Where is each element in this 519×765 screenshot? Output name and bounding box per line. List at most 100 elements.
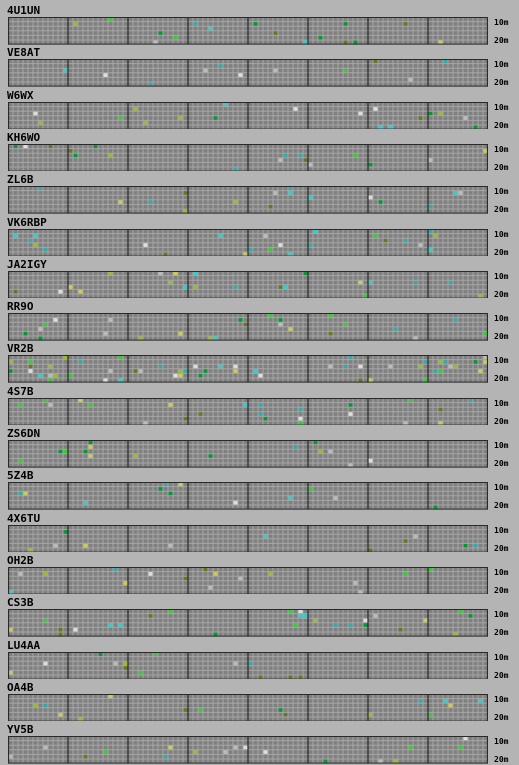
heard-cell (33, 242, 38, 247)
heard-cell (303, 157, 308, 163)
reception-grid[interactable] (8, 270, 488, 299)
grid-border (8, 313, 488, 341)
reception-grid[interactable] (8, 482, 488, 510)
heard-cell (18, 491, 23, 497)
station-row: 5Z4B 10m 20m (0, 469, 519, 511)
reception-grid[interactable] (8, 693, 488, 722)
station-callsign: W6WX (7, 88, 34, 102)
station-callsign: 4U1UN (7, 4, 41, 17)
heard-cell (293, 622, 298, 628)
reception-grid[interactable] (8, 736, 488, 764)
heard-cell (428, 157, 433, 163)
heard-cell (28, 369, 33, 374)
heard-cell (33, 110, 38, 116)
reception-grid[interactable] (8, 524, 488, 553)
station-row: 4U1UN 10m 20m (0, 4, 519, 46)
reception-grid[interactable] (8, 59, 488, 87)
heard-cell (133, 106, 138, 111)
heard-cell (343, 364, 348, 370)
heard-cell (478, 698, 483, 703)
heard-cell (473, 542, 478, 548)
heard-cell (108, 17, 113, 22)
heard-cell (313, 228, 318, 234)
heard-cell (198, 707, 203, 713)
heard-cell (263, 749, 268, 755)
heard-cell (23, 491, 28, 497)
reception-grid[interactable] (8, 651, 488, 680)
station-row: VK6RBP 10m 20m (0, 216, 519, 258)
heard-cell (178, 482, 183, 487)
heard-cell (38, 373, 43, 379)
band-label-20m: 20m (494, 459, 509, 468)
heard-cell (58, 289, 63, 294)
heard-cell (343, 322, 348, 327)
reception-grid[interactable] (8, 355, 488, 383)
heard-cell (173, 373, 178, 379)
reception-grid[interactable] (8, 609, 488, 637)
heard-cell (8, 369, 13, 374)
heard-cell (183, 209, 188, 214)
reception-grid[interactable] (8, 566, 488, 595)
heard-cell (378, 199, 383, 205)
heard-cell (413, 533, 418, 539)
heard-cell (288, 190, 293, 196)
grid-border (8, 143, 488, 172)
heard-cell (53, 373, 58, 379)
heard-cell (158, 270, 163, 276)
heard-cell (183, 416, 188, 421)
band-label-20m: 20m (494, 628, 509, 638)
heard-cell (268, 246, 273, 252)
heard-cell (323, 759, 328, 764)
heard-cell (343, 40, 348, 45)
reception-grid[interactable] (8, 440, 488, 468)
band-label-10m: 10m (494, 102, 509, 112)
station-callsign: RR9O (7, 300, 34, 314)
grid-svg (8, 482, 488, 510)
heard-cell (98, 651, 103, 657)
heard-cell (388, 364, 393, 370)
heard-cell (363, 618, 368, 623)
station-row: LU4AA 10m 20m (0, 639, 519, 681)
band-label-10m: 10m (494, 271, 509, 281)
heard-cell (73, 153, 78, 158)
heard-cell (468, 613, 473, 619)
station-row: ZL6B 10m 20m (0, 173, 519, 215)
reception-grid[interactable] (8, 101, 488, 130)
heard-cell (448, 702, 453, 708)
heard-cell (283, 712, 288, 717)
band-label-20m: 20m (494, 585, 509, 595)
heard-cell (138, 336, 143, 341)
heard-cell (333, 622, 338, 628)
station-callsign: 4X6TU (7, 511, 41, 525)
reception-grid[interactable] (8, 397, 488, 426)
grid-svg (8, 143, 488, 172)
band-label-10m: 10m (494, 144, 509, 154)
band-label-20m: 20m (494, 374, 509, 384)
heard-cell (183, 707, 188, 713)
heard-cell (8, 359, 13, 365)
reception-grid[interactable] (8, 228, 488, 257)
heard-cell (68, 373, 73, 379)
heard-cell (298, 613, 303, 619)
reception-grid[interactable] (8, 17, 488, 45)
grid-svg (8, 355, 488, 383)
heard-cell (118, 622, 123, 628)
heard-cell (243, 745, 248, 750)
heard-cell (343, 21, 348, 27)
heard-cell (453, 364, 458, 370)
heard-cell (308, 486, 313, 492)
heard-cell (123, 660, 128, 666)
heard-cell (183, 284, 188, 290)
heard-cell (248, 660, 253, 666)
reception-grid[interactable] (8, 143, 488, 172)
band-label-10m: 10m (494, 356, 509, 366)
heard-cell (363, 293, 368, 299)
heard-cell (408, 745, 413, 750)
heard-cell (428, 110, 433, 116)
heard-cell (138, 369, 143, 374)
heard-cell (58, 632, 63, 637)
heard-cell (173, 270, 178, 276)
reception-grid[interactable] (8, 186, 488, 214)
heard-cell (173, 35, 178, 40)
reception-grid[interactable] (8, 313, 488, 341)
